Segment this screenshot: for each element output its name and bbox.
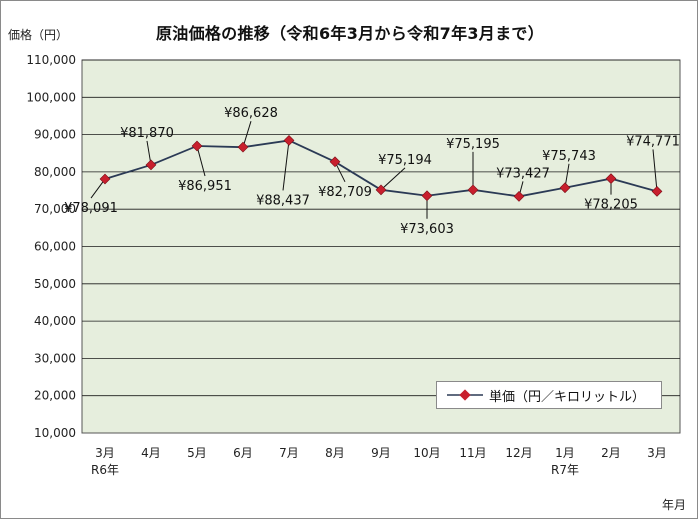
data-label: ¥88,437 <box>256 193 310 208</box>
data-label: ¥86,628 <box>224 106 278 121</box>
y-tick-label: 60,000 <box>34 240 76 254</box>
data-point <box>651 186 663 197</box>
data-label: ¥86,951 <box>178 179 232 194</box>
data-point <box>145 159 157 171</box>
x-axis-label: 年月 <box>661 498 686 512</box>
y-axis-label: 価格（円） <box>8 28 69 42</box>
data-label: ¥73,603 <box>400 222 454 237</box>
x-tick-label: 5月 <box>187 446 207 460</box>
x-tick-label: 8月 <box>325 446 345 460</box>
y-tick-label: 40,000 <box>34 314 76 328</box>
data-label: ¥75,195 <box>446 137 500 152</box>
data-point <box>191 140 203 152</box>
y-tick-label: 70,000 <box>34 202 76 216</box>
y-tick-label: 80,000 <box>34 165 76 179</box>
data-label: ¥73,427 <box>496 166 550 181</box>
y-tick-label: 50,000 <box>34 277 76 291</box>
data-label-leader <box>652 149 658 192</box>
data-label-leader <box>90 178 106 199</box>
data-point <box>329 156 341 168</box>
data-point <box>605 173 617 184</box>
x-year-label: R7年 <box>551 463 579 477</box>
legend: 単価（円／キロリットル） <box>436 381 662 409</box>
data-point <box>375 184 387 196</box>
x-tick-label: 11月 <box>459 446 486 460</box>
data-label: ¥75,194 <box>378 153 432 168</box>
data-point <box>513 191 525 202</box>
data-label-leader <box>242 121 252 148</box>
x-tick-label: 3月 <box>95 446 115 460</box>
x-tick-label: 1月 <box>555 446 575 460</box>
y-tick-label: 100,000 <box>26 90 76 104</box>
x-tick-label: 3月 <box>647 446 667 460</box>
x-tick-label: 2月 <box>601 446 621 460</box>
data-point <box>99 173 111 185</box>
data-label-leader <box>196 145 206 177</box>
y-tick-label: 20,000 <box>34 389 76 403</box>
chart-title: 原油価格の推移（令和6年3月から令和7年3月まで） <box>155 24 545 43</box>
x-tick-label: 10月 <box>413 446 440 460</box>
data-point <box>467 184 479 196</box>
data-label: ¥75,743 <box>542 149 596 164</box>
data-label-leader <box>282 140 290 191</box>
data-label: ¥81,870 <box>120 126 174 141</box>
x-year-label: R6年 <box>91 463 119 477</box>
data-point <box>237 141 249 153</box>
x-tick-label: 9月 <box>371 446 391 460</box>
data-label: ¥78,205 <box>584 198 638 213</box>
data-label: ¥82,709 <box>318 185 372 200</box>
x-tick-label: 4月 <box>141 446 161 460</box>
x-tick-label: 12月 <box>505 446 532 460</box>
data-point <box>421 190 433 202</box>
data-point <box>559 182 571 194</box>
data-label: ¥74,771 <box>626 134 680 149</box>
x-tick-label: 7月 <box>279 446 299 460</box>
x-tick-label: 6月 <box>233 446 253 460</box>
y-tick-label: 90,000 <box>34 128 76 142</box>
data-label: ¥78,091 <box>64 201 118 216</box>
data-label-leader <box>380 167 406 191</box>
legend-swatch <box>447 389 483 401</box>
y-tick-label: 110,000 <box>26 53 76 67</box>
data-point <box>283 135 295 146</box>
y-tick-label: 30,000 <box>34 351 76 365</box>
y-tick-label: 10,000 <box>34 426 76 440</box>
legend-label: 単価（円／キロリットル） <box>489 389 646 405</box>
